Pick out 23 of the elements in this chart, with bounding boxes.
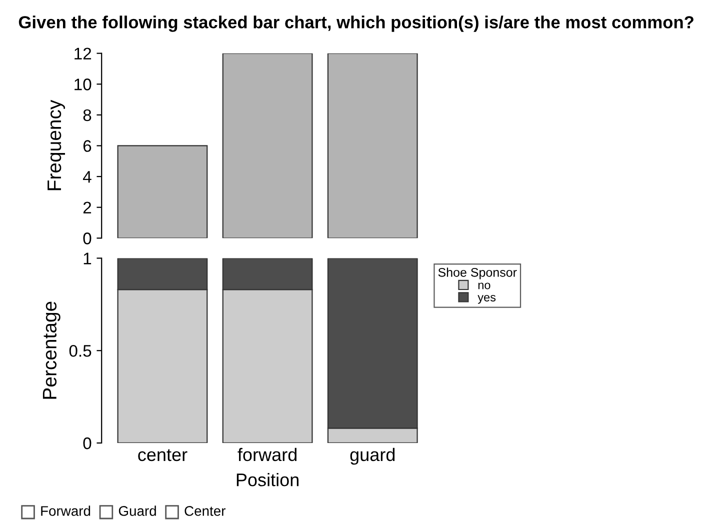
y-tick-label: 1 xyxy=(84,252,92,264)
y-tick-label: 8 xyxy=(83,109,92,122)
y-axis-title: Percentage xyxy=(42,302,60,399)
text: Guard xyxy=(118,506,156,516)
x-tick-label: center xyxy=(138,449,188,462)
x-axis-title: Position xyxy=(236,473,298,486)
x-tick-label: forward xyxy=(238,448,296,462)
legend-title: Shoe Sponsor xyxy=(438,268,517,280)
text: Forward xyxy=(41,506,90,516)
y-tick-label: 12 xyxy=(74,48,92,60)
x-tick-label: guard xyxy=(350,448,395,465)
chart-title: Given the following stacked bar chart, which position(s) is/are the most common? xyxy=(18,16,694,32)
y-tick-label: 4 xyxy=(82,171,92,183)
text: Center xyxy=(184,506,226,516)
y-tick-label: 6 xyxy=(83,140,92,152)
legend-label: no xyxy=(478,282,490,290)
y-tick-label: 0 xyxy=(83,232,92,244)
y-tick-label: 10 xyxy=(74,78,92,90)
y-axis-title: Frequency xyxy=(48,100,66,190)
y-tick-label: 0 xyxy=(83,437,92,450)
legend-label: yes xyxy=(478,294,496,304)
y-tick-label: 2 xyxy=(83,202,92,214)
y-tick-label: 0.5 xyxy=(69,344,92,357)
